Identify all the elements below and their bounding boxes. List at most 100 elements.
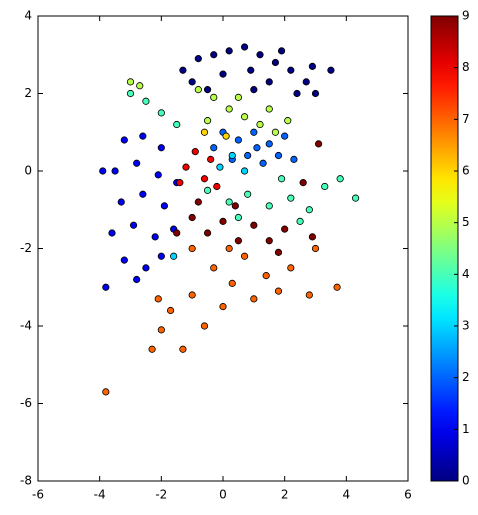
- point: [142, 264, 150, 272]
- point: [126, 89, 135, 98]
- point: [287, 264, 295, 272]
- point: [265, 237, 273, 245]
- point: [244, 151, 252, 160]
- point: [136, 82, 144, 90]
- point: [308, 62, 317, 70]
- point: [281, 132, 289, 140]
- point: [210, 51, 218, 59]
- point: [194, 55, 202, 63]
- point: [200, 175, 209, 183]
- y-tick-label: -8: [20, 474, 32, 488]
- point: [327, 66, 335, 74]
- point: [308, 233, 317, 241]
- point: [188, 291, 196, 299]
- colorbar-tick-label: 7: [462, 112, 470, 126]
- point: [253, 144, 261, 152]
- point: [351, 194, 360, 202]
- point: [179, 345, 187, 353]
- y-tick-label: 2: [24, 86, 32, 100]
- point: [271, 58, 280, 67]
- point: [129, 221, 138, 229]
- point: [142, 97, 150, 105]
- point: [203, 117, 212, 125]
- point: [102, 388, 110, 396]
- point: [271, 128, 280, 136]
- point: [225, 105, 233, 113]
- point: [191, 148, 199, 156]
- point: [157, 144, 165, 152]
- colorbar-tick-label: 0: [462, 474, 470, 488]
- point: [265, 78, 273, 86]
- point: [228, 279, 236, 287]
- point: [210, 264, 218, 272]
- point: [210, 144, 218, 152]
- point: [176, 179, 184, 187]
- point: [188, 213, 196, 222]
- point: [102, 283, 110, 291]
- point: [194, 198, 202, 206]
- point: [290, 155, 298, 163]
- point: [216, 163, 224, 171]
- colorbar: [430, 15, 459, 482]
- point: [157, 252, 165, 260]
- point: [188, 244, 196, 253]
- point: [139, 190, 147, 198]
- point: [296, 217, 304, 225]
- point: [120, 256, 128, 264]
- colorbar-tick-label: 9: [462, 9, 470, 23]
- plot-area: [38, 16, 408, 481]
- point: [311, 89, 320, 98]
- point: [333, 283, 341, 291]
- colorbar-tick-label: 4: [462, 267, 470, 281]
- y-tick-label: -2: [20, 241, 32, 255]
- point: [234, 136, 243, 144]
- point: [219, 70, 227, 78]
- point: [299, 179, 307, 187]
- point: [240, 43, 249, 51]
- point: [154, 295, 162, 303]
- point: [265, 202, 273, 210]
- colorbar-tick-label: 3: [462, 319, 470, 333]
- x-tick-label: 2: [281, 488, 289, 502]
- point: [256, 120, 264, 129]
- point: [219, 217, 227, 225]
- point: [321, 182, 329, 191]
- point: [234, 213, 243, 222]
- point: [99, 167, 107, 175]
- point: [256, 51, 264, 59]
- point: [240, 252, 249, 260]
- y-tick-label: 0: [24, 164, 32, 178]
- point: [250, 221, 258, 229]
- colorbar-tick-label: 6: [462, 164, 470, 178]
- point: [250, 128, 258, 136]
- point: [166, 306, 175, 315]
- point: [126, 78, 135, 86]
- point: [265, 105, 273, 113]
- point: [120, 136, 128, 144]
- point: [225, 47, 233, 55]
- point: [244, 190, 252, 198]
- x-tick-label: -4: [94, 488, 106, 502]
- point: [277, 175, 286, 183]
- x-tick-label: 4: [343, 488, 351, 502]
- point: [213, 182, 221, 191]
- point: [305, 206, 313, 214]
- point: [203, 186, 212, 194]
- point: [225, 244, 233, 253]
- point: [157, 326, 165, 334]
- point: [151, 233, 159, 241]
- point: [210, 93, 218, 101]
- point: [148, 345, 156, 353]
- y-tick-label: 4: [24, 9, 32, 23]
- colorbar-tick-label: 8: [462, 60, 470, 74]
- point: [219, 303, 227, 311]
- point: [305, 291, 313, 299]
- y-tick-label: -6: [20, 396, 32, 410]
- point: [240, 167, 249, 175]
- point: [287, 66, 295, 74]
- point: [157, 109, 165, 117]
- point: [277, 47, 286, 55]
- point: [117, 198, 125, 206]
- point: [173, 229, 181, 237]
